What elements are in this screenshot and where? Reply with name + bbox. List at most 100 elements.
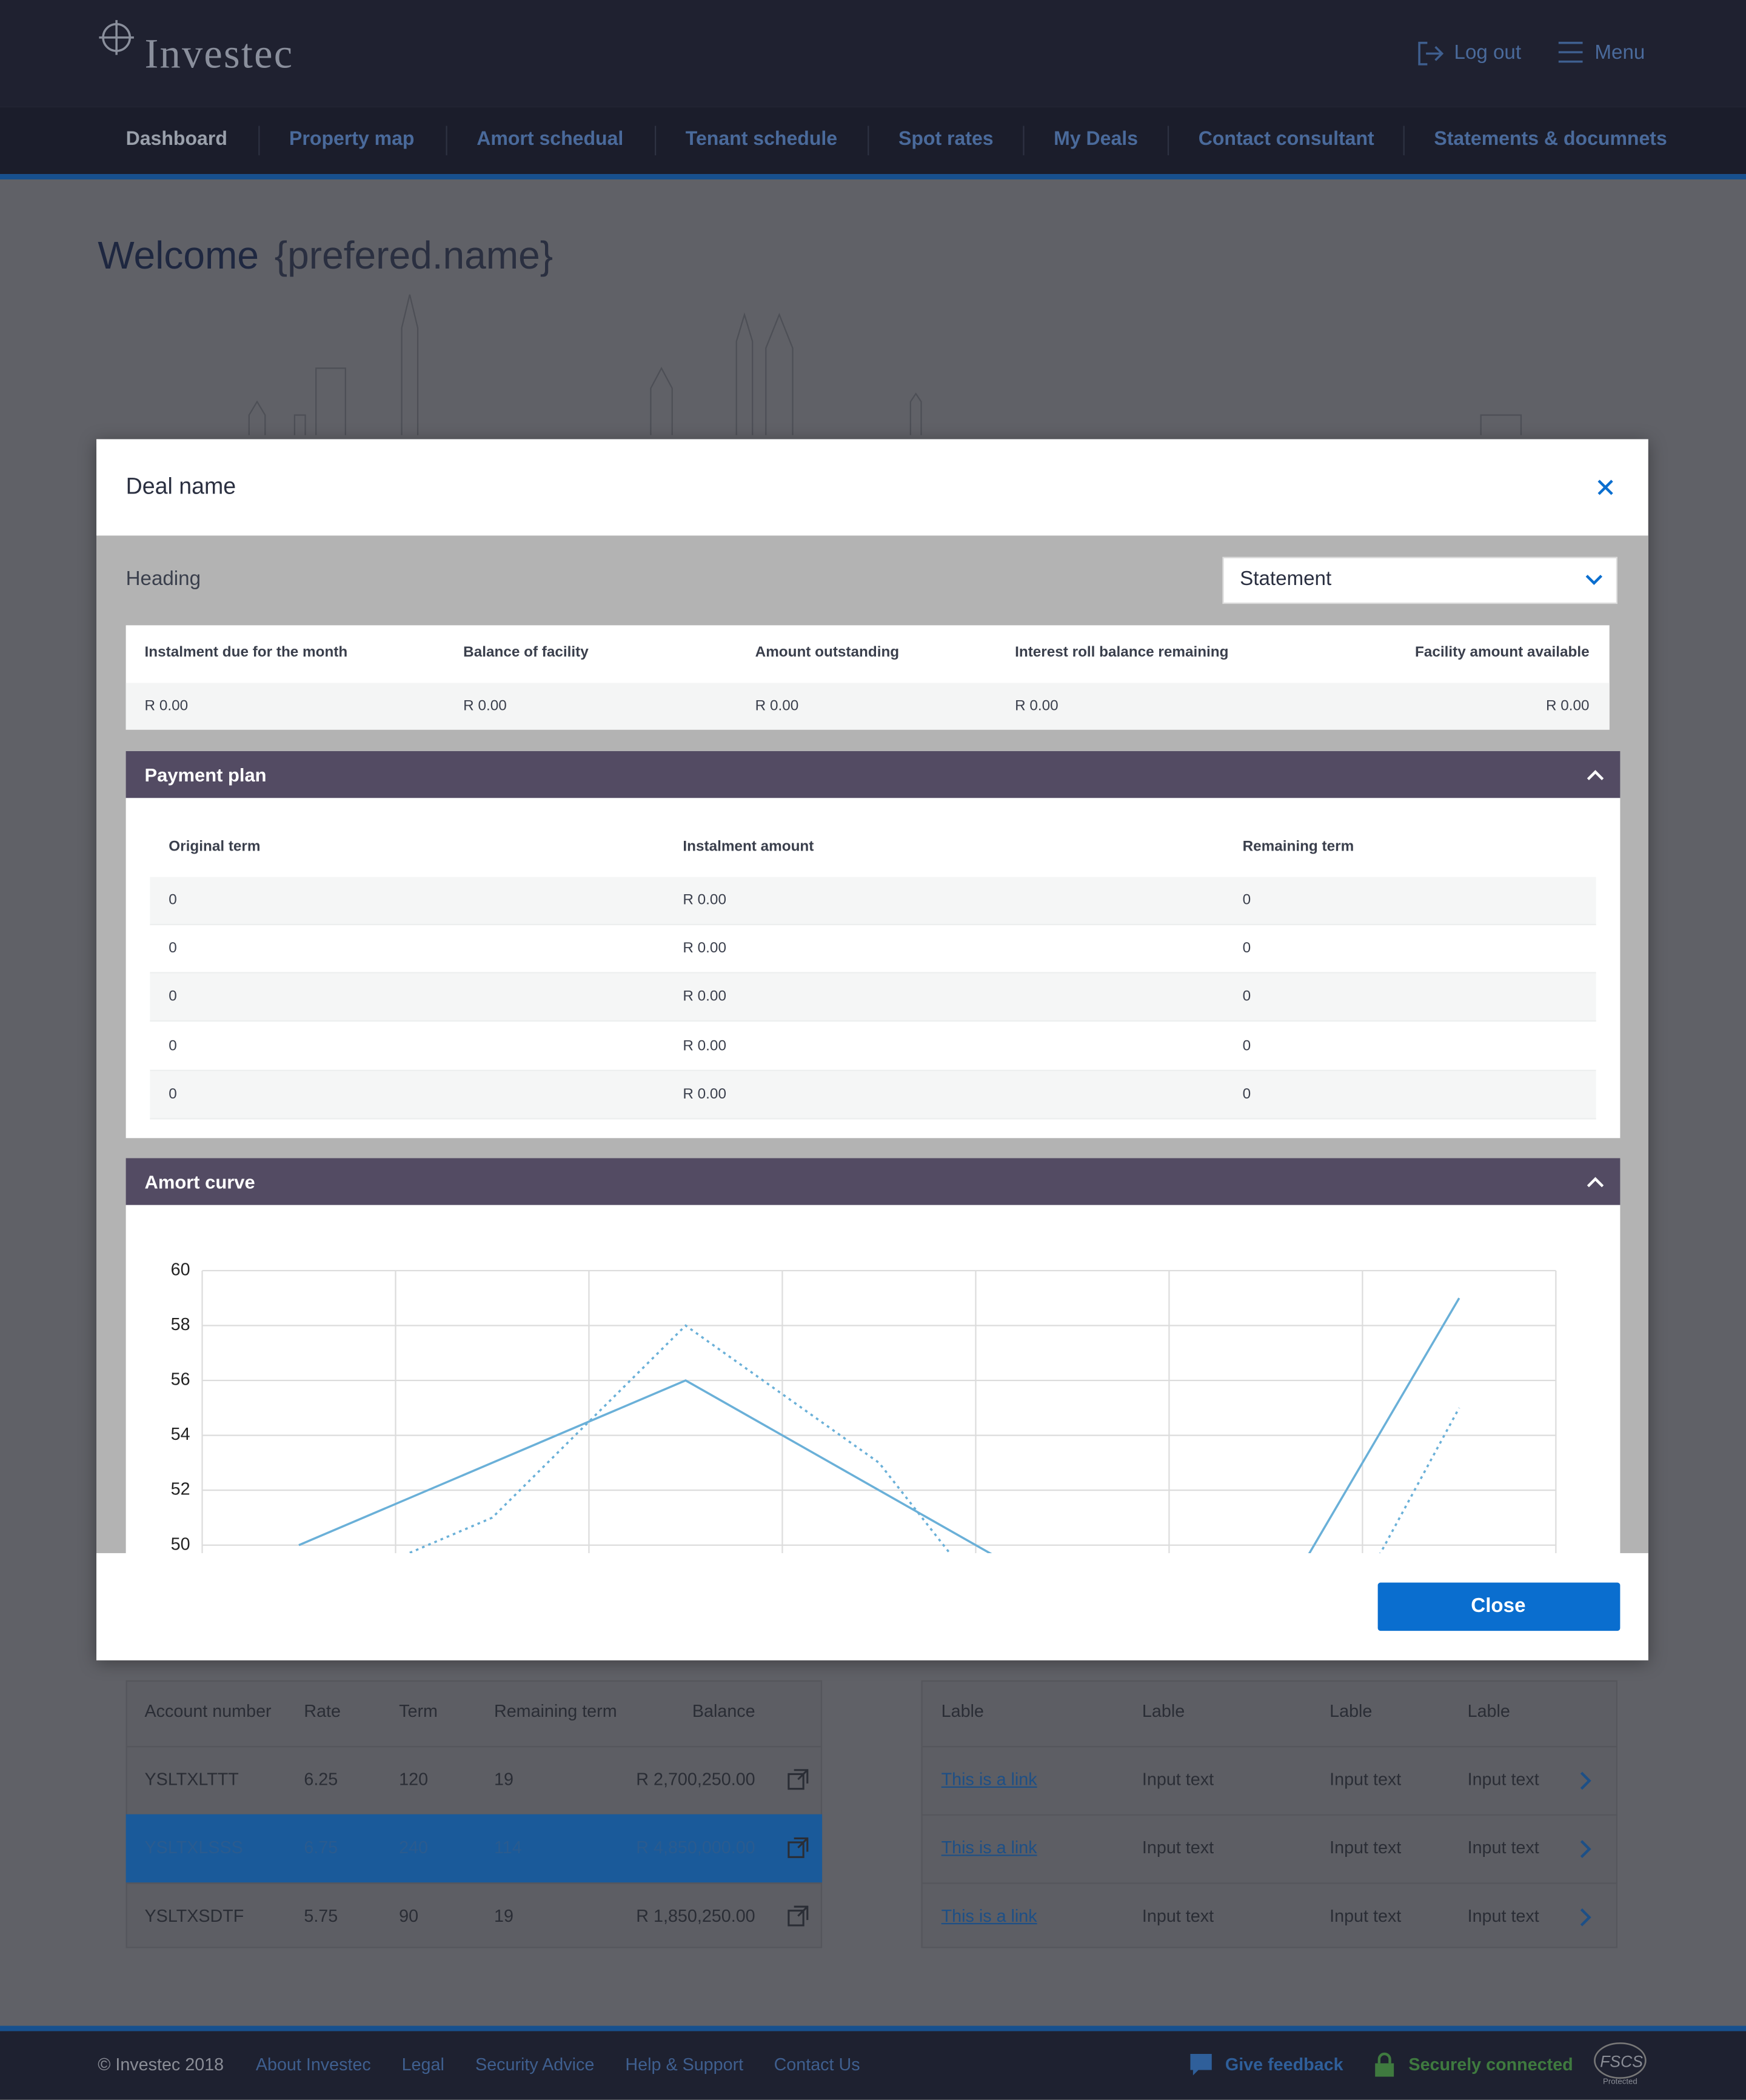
- nav-item[interactable]: My Deals: [1054, 129, 1139, 151]
- table-cell: R 0.00: [683, 989, 726, 1006]
- footer-link[interactable]: Legal: [401, 2054, 444, 2075]
- nav-item[interactable]: Statements & documnets: [1434, 129, 1667, 151]
- table-row: [150, 1071, 1596, 1119]
- welcome: Welcome: [98, 235, 259, 278]
- logout-icon[interactable]: [1417, 40, 1444, 67]
- link[interactable]: This is a link: [941, 1768, 1037, 1790]
- panel-title: Payment plan: [144, 764, 267, 786]
- nav-separator: [258, 125, 260, 156]
- secure: Securely connected: [1408, 2054, 1573, 2075]
- badge: FSCS: [1600, 2052, 1643, 2072]
- select[interactable]: [1222, 557, 1617, 604]
- table-cell: Input text: [1330, 1905, 1402, 1926]
- table-cell: Input text: [1142, 1837, 1214, 1858]
- collapse-chevron[interactable]: [1587, 1177, 1604, 1188]
- table-cell: 6.75: [304, 1837, 338, 1858]
- table-cell: 6.25: [304, 1768, 338, 1790]
- logo-icon: [99, 20, 134, 55]
- nav-item[interactable]: Tenant schedule: [685, 129, 838, 151]
- table-cell: R 2,700,250.00: [636, 1768, 755, 1790]
- footer-link[interactable]: Contact Us: [774, 2054, 860, 2075]
- modal-close-icon[interactable]: [1597, 480, 1614, 496]
- table-row: [150, 926, 1596, 974]
- table-cell: 240: [399, 1837, 429, 1858]
- table-header: Remaining term: [1242, 838, 1354, 855]
- line-series: [406, 1324, 1460, 1553]
- logout[interactable]: Log out: [1454, 41, 1522, 65]
- table-header: Remaining term: [493, 1700, 617, 1721]
- footer-link[interactable]: Help & Support: [625, 2054, 744, 2075]
- footer-line: [0, 2025, 1746, 2031]
- badge-ring: [1594, 2042, 1647, 2079]
- table-cell: 0: [1242, 1037, 1251, 1054]
- menu-icon[interactable]: [1558, 41, 1583, 63]
- table-row: [125, 1814, 823, 1883]
- welcome-name: {prefered.name}: [274, 235, 554, 278]
- table-cell: Input text: [1330, 1837, 1402, 1858]
- table-cell: R 0.00: [683, 1086, 726, 1103]
- chart: 50 52 54 56 58 60: [171, 1260, 1557, 1553]
- table-cell: Input text: [1142, 1905, 1214, 1926]
- collapse-chevron[interactable]: [1587, 770, 1604, 781]
- nav-separator: [1023, 125, 1025, 156]
- table-cell: R 0.00: [683, 1037, 726, 1054]
- nav-item[interactable]: Spot rates: [898, 129, 994, 151]
- table-header: Rate: [304, 1700, 341, 1721]
- table-cell: 5.75: [304, 1905, 338, 1926]
- table-row: [921, 1814, 1617, 1883]
- nav-item[interactable]: Contact consultant: [1198, 129, 1374, 151]
- summary-header: Facility amount available: [1414, 644, 1590, 661]
- link[interactable]: This is a link: [941, 1905, 1037, 1926]
- nav-underline: [0, 174, 1746, 179]
- nav-separator: [655, 125, 657, 156]
- table-cell: 90: [399, 1905, 419, 1926]
- table-row: [150, 1022, 1596, 1071]
- nav-item[interactable]: Property map: [289, 129, 415, 151]
- nav-item[interactable]: Dashboard: [125, 129, 227, 151]
- close-button[interactable]: [1377, 1582, 1621, 1631]
- table-header: Lable: [941, 1700, 984, 1721]
- table-cell: 19: [493, 1905, 513, 1926]
- nav-separator: [868, 125, 869, 156]
- table-cell: YSLTXLTTT: [144, 1768, 239, 1790]
- table-row: [150, 974, 1596, 1023]
- panel-body: [125, 1205, 1621, 1553]
- table-row: [921, 1746, 1617, 1814]
- nav-separator: [1403, 125, 1405, 156]
- footer-link[interactable]: Security Advice: [475, 2054, 595, 2075]
- table-cell: R 0.00: [683, 892, 726, 909]
- chevron[interactable]: [1579, 1771, 1592, 1790]
- menu[interactable]: Menu: [1594, 41, 1645, 65]
- table-cell: 19: [493, 1768, 513, 1790]
- open-icon[interactable]: [788, 1905, 809, 1927]
- nav-bar: [0, 107, 1746, 175]
- table-cell: Input text: [1330, 1768, 1402, 1790]
- modal-body: Heading Statement Instalment due for the m…: [96, 535, 1648, 1553]
- summary-value: R 0.00: [144, 698, 189, 715]
- chevron[interactable]: [1579, 1908, 1592, 1927]
- y-tick-label: 50: [171, 1534, 190, 1553]
- link[interactable]: This is a link: [941, 1837, 1037, 1858]
- badge-sub: Protected: [1603, 2078, 1637, 2087]
- table-cell: 0: [1242, 989, 1251, 1006]
- open-icon[interactable]: [788, 1837, 809, 1858]
- table-cell: 0: [1242, 892, 1251, 909]
- footer-link[interactable]: About Investec: [255, 2054, 371, 2075]
- y-tick-label: 60: [171, 1260, 190, 1280]
- summary-header: Balance of facility: [463, 644, 589, 661]
- panel-header[interactable]: [125, 1158, 1621, 1205]
- feedback[interactable]: Give feedback: [1225, 2054, 1343, 2075]
- table-cell: Input text: [1467, 1837, 1539, 1858]
- table-cell: 0: [169, 1037, 177, 1054]
- table-header: Lable: [1142, 1700, 1185, 1721]
- open-icon[interactable]: [788, 1769, 809, 1790]
- nav-item[interactable]: Amort schedual: [477, 129, 624, 151]
- close-label[interactable]: Close: [1471, 1594, 1526, 1617]
- table-row: [125, 1882, 823, 1951]
- table-cell: 120: [399, 1768, 429, 1790]
- chevron[interactable]: [1579, 1840, 1592, 1859]
- summary-header: Interest roll balance remaining: [1015, 644, 1229, 661]
- panel-header[interactable]: [125, 751, 1621, 798]
- table-cell: Input text: [1467, 1768, 1539, 1790]
